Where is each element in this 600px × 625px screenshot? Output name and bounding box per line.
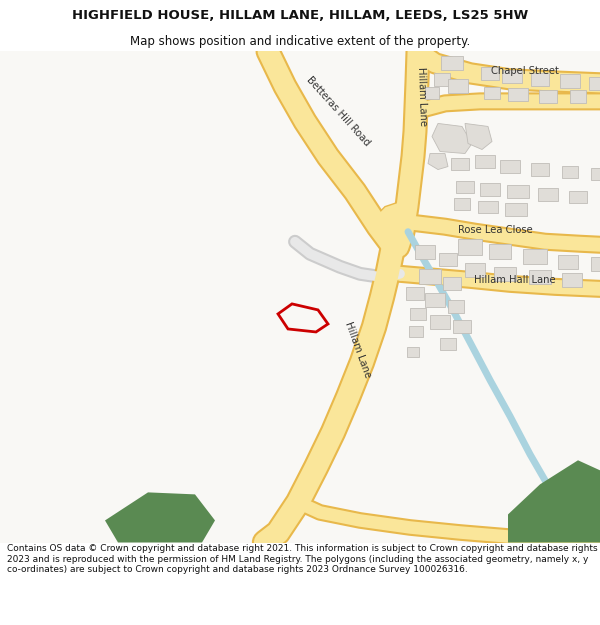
Bar <box>589 77 600 90</box>
Bar <box>570 90 586 103</box>
Bar <box>502 70 522 83</box>
Text: Contains OS data © Crown copyright and database right 2021. This information is : Contains OS data © Crown copyright and d… <box>7 544 598 574</box>
Bar <box>425 88 439 99</box>
Text: Hillam Lane: Hillam Lane <box>416 67 428 126</box>
Bar <box>481 67 499 80</box>
Bar <box>415 245 435 259</box>
Bar <box>562 273 582 287</box>
Polygon shape <box>428 154 448 169</box>
Bar <box>494 267 516 281</box>
Bar <box>407 347 419 357</box>
Bar <box>406 288 424 301</box>
Bar <box>591 257 600 271</box>
Text: Hillam Lane: Hillam Lane <box>343 321 373 379</box>
Bar <box>531 163 549 176</box>
Bar <box>453 321 471 334</box>
Polygon shape <box>375 202 407 247</box>
Text: Chapel Street: Chapel Street <box>491 66 559 76</box>
Bar <box>500 160 520 173</box>
Polygon shape <box>105 492 215 542</box>
Bar <box>478 201 498 212</box>
Bar <box>443 278 461 291</box>
Bar <box>440 338 456 350</box>
Bar <box>558 255 578 269</box>
Bar <box>562 166 578 177</box>
Bar <box>560 74 580 88</box>
Bar <box>538 188 558 201</box>
Text: HIGHFIELD HOUSE, HILLAM LANE, HILLAM, LEEDS, LS25 5HW: HIGHFIELD HOUSE, HILLAM LANE, HILLAM, LE… <box>72 9 528 22</box>
Bar <box>484 88 500 99</box>
Bar <box>425 293 445 307</box>
Polygon shape <box>465 123 492 149</box>
Bar <box>475 155 495 168</box>
Bar <box>569 191 587 202</box>
Text: Hillam Hall Lane: Hillam Hall Lane <box>474 275 556 285</box>
Bar <box>434 72 450 86</box>
Bar <box>523 249 547 264</box>
Bar <box>458 239 482 255</box>
Polygon shape <box>432 123 472 154</box>
Bar <box>465 262 485 277</box>
Bar <box>508 88 528 101</box>
Bar <box>454 198 470 209</box>
Bar <box>439 253 457 266</box>
Bar <box>529 270 551 284</box>
Text: Betteras Hill Road: Betteras Hill Road <box>304 75 372 148</box>
Bar <box>419 269 441 284</box>
Text: Rose Lea Close: Rose Lea Close <box>458 225 532 235</box>
Bar <box>448 301 464 313</box>
Bar <box>441 56 463 70</box>
Bar <box>409 326 423 338</box>
Polygon shape <box>508 460 600 542</box>
Bar <box>451 158 469 169</box>
Bar <box>456 181 474 192</box>
Bar <box>531 72 549 86</box>
Bar <box>505 203 527 216</box>
Bar <box>507 185 529 198</box>
Bar <box>430 315 450 329</box>
Bar <box>480 183 500 196</box>
Bar <box>448 79 468 93</box>
Bar <box>591 168 600 179</box>
Bar <box>489 244 511 259</box>
Text: Map shows position and indicative extent of the property.: Map shows position and indicative extent… <box>130 35 470 48</box>
Bar <box>410 308 426 320</box>
Bar <box>539 90 557 103</box>
